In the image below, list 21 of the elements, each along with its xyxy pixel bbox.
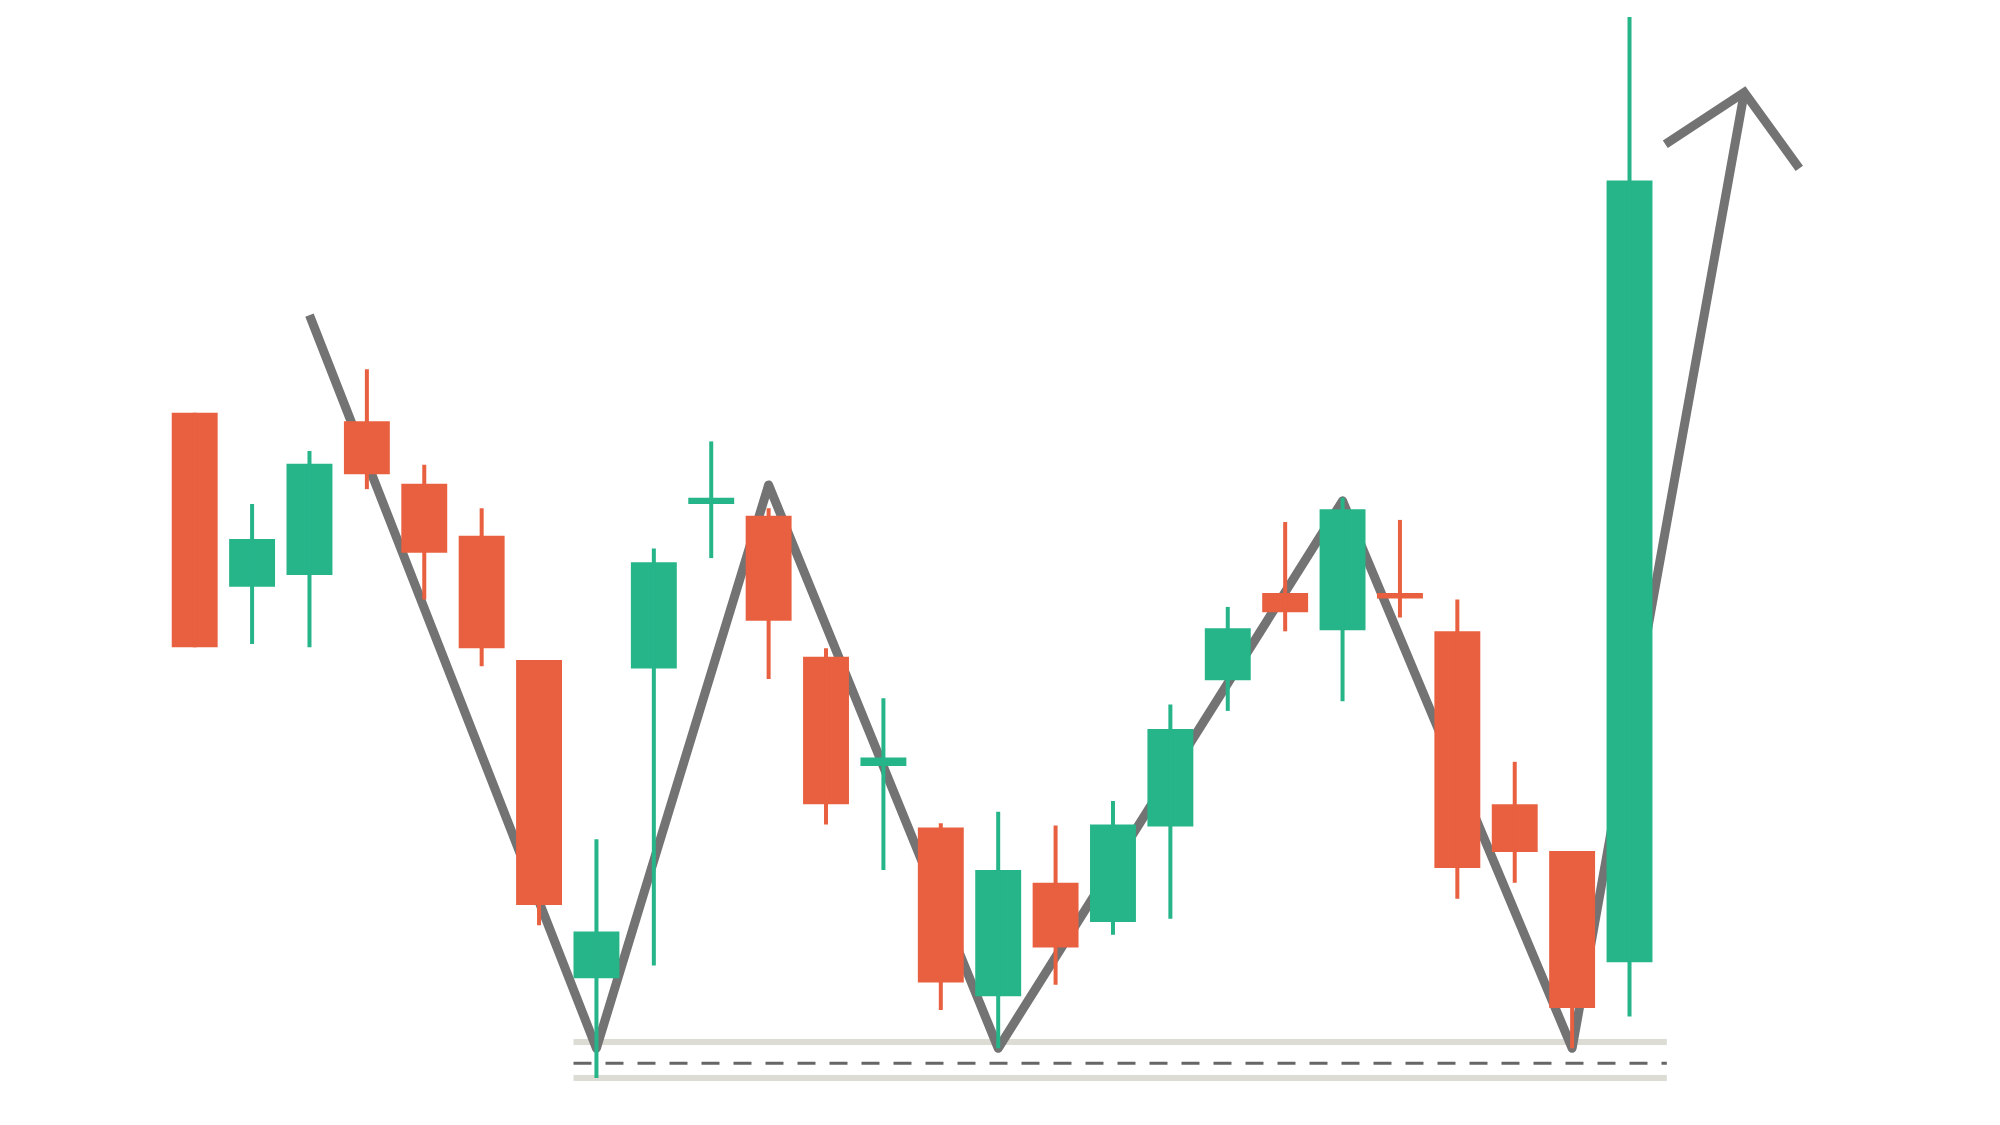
candlestick xyxy=(1147,704,1194,919)
candlestick xyxy=(343,369,390,490)
candlestick xyxy=(1204,606,1251,711)
candlestick xyxy=(1032,825,1079,985)
candlestick xyxy=(229,504,276,645)
candlestick xyxy=(458,508,505,667)
candlestick xyxy=(401,464,448,600)
candlestick xyxy=(745,508,792,680)
candlestick xyxy=(803,648,849,825)
candlestick xyxy=(975,811,1022,1049)
candlestick xyxy=(1491,761,1538,883)
candlestick xyxy=(1434,599,1481,899)
candlestick xyxy=(630,548,677,966)
candlestick xyxy=(516,659,563,926)
candlestick xyxy=(171,412,218,648)
candlestick xyxy=(1262,522,1309,632)
candlestick xyxy=(1319,497,1366,702)
candlestick xyxy=(1090,801,1136,935)
candlestick xyxy=(917,823,964,1011)
candlestick xyxy=(573,839,620,1078)
candlestick xyxy=(1549,850,1596,1049)
